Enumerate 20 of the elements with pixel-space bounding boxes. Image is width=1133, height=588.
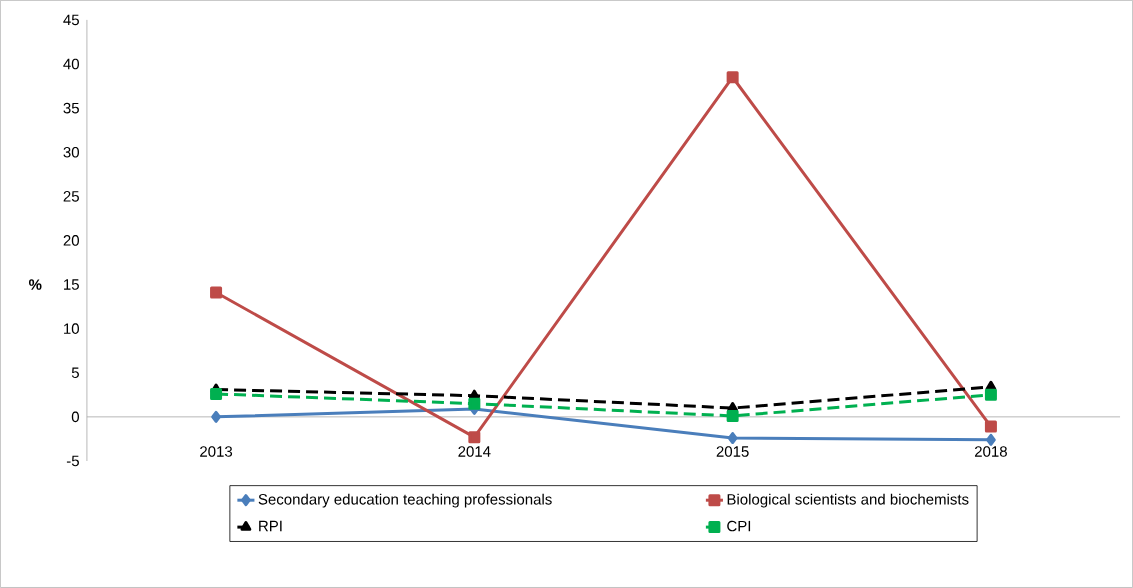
legend-label: CPI (727, 520, 751, 532)
y-tick-label: -5 (66, 455, 79, 467)
x-tick-label: 2015 (716, 446, 749, 457)
legend-label: Biological scientists and biochemists (727, 493, 969, 508)
x-tick-label: 2013 (200, 446, 233, 457)
x-tick-label: 2014 (458, 446, 491, 457)
legend-label: RPI (259, 520, 282, 532)
y-axis-title: % (28, 279, 42, 290)
y-tick-label: 20 (63, 235, 79, 246)
y-tick-label: 0 (71, 411, 79, 423)
x-tick-label: 2018 (974, 446, 1007, 457)
y-tick-label: 45 (63, 14, 79, 26)
y-tick-label: 5 (71, 367, 79, 379)
y-tick-label: 15 (64, 279, 79, 290)
legend-label: Secondary education teaching professionals (258, 493, 552, 508)
y-tick-label: 25 (63, 191, 79, 202)
y-tick-label: 40 (63, 58, 79, 70)
y-tick-label: 10 (64, 323, 79, 334)
y-tick-label: 30 (63, 146, 79, 158)
y-tick-label: 35 (63, 102, 79, 114)
